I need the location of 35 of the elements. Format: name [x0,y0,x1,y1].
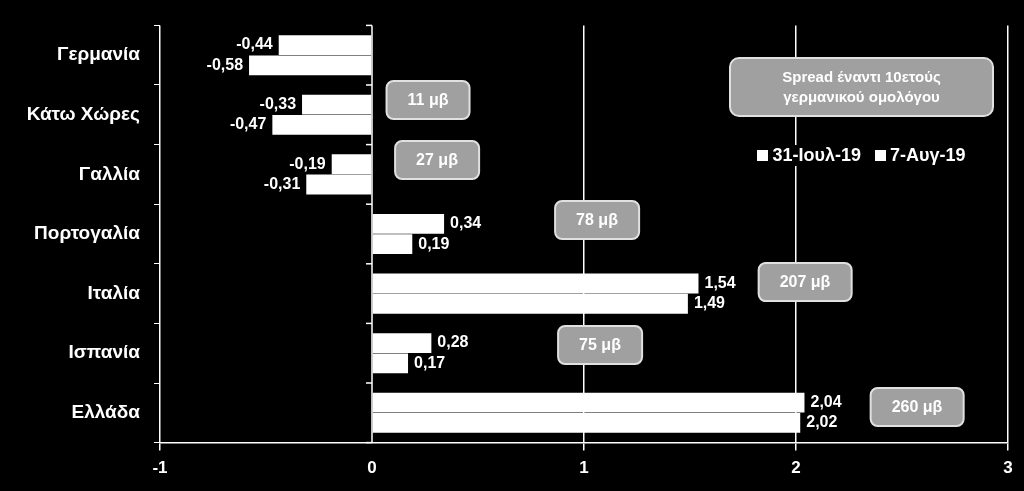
data-label: -0,47 [229,115,267,133]
data-label: 1,49 [693,294,726,312]
data-label: 2,04 [810,393,842,411]
x-tick-label: -1 [152,458,168,478]
y-tick-label: Γερμανία [56,43,141,65]
y-tick-label: Πορτογαλία [34,222,141,244]
data-label: -0,33 [259,95,297,113]
data-label: -0,19 [289,154,326,172]
label-box: 260 μβ [869,387,965,427]
x-tick-label: 2 [791,458,801,478]
data-label: -0,58 [206,55,244,73]
x-tick-label: 3 [1003,458,1013,478]
data-label: 0,19 [418,234,450,252]
data-label: 0,17 [414,353,446,371]
data-label: 0,34 [450,214,482,232]
y-tick-label: Γαλλία [78,162,141,184]
label-box: 27 μβ [394,140,480,180]
x-tick-label: 1 [579,458,589,478]
legend-label: 31-Ιουλ-19 [772,145,861,167]
data-label: -0,44 [236,35,273,53]
label-box: 75 μβ [557,325,643,365]
data-label: 2,02 [806,413,838,431]
x-tick-label: 0 [367,458,377,478]
y-tick-label: Ιταλία [87,281,141,303]
label-box: 207 μβ [757,262,853,302]
data-label: -0,31 [263,174,301,192]
label-box: Spread έναντι 10ετούς γερμανικού ομολόγου [729,57,994,118]
label-box: 78 μβ [554,200,640,240]
y-tick-label: Κάτω Χώρες [26,103,141,125]
data-label: 1,54 [704,273,736,291]
y-tick-label: Ελλάδα [71,401,141,423]
data-label: 0,28 [437,333,469,351]
label-box: 11 μβ [385,80,471,120]
legend-label: 7-Αυγ-19 [890,145,966,167]
y-tick-label: Ισπανία [68,341,141,363]
